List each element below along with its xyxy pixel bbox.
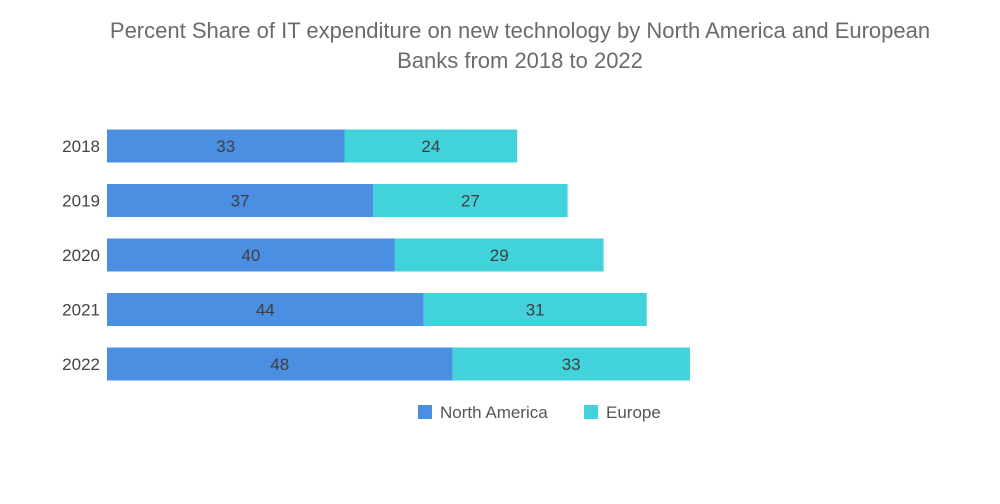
bar-value-label: 40 <box>241 246 260 265</box>
y-tick-label: 2019 <box>62 192 100 211</box>
y-tick-label: 2020 <box>62 246 100 265</box>
legend-swatch-europe <box>584 405 598 419</box>
bars <box>107 129 690 381</box>
bar-north-america <box>107 184 374 217</box>
chart-title: Percent Share of IT expenditure on new t… <box>110 18 930 73</box>
bar-europe <box>344 129 518 163</box>
chart-title-line-2: Banks from 2018 to 2022 <box>397 48 643 73</box>
bar-value-label: 29 <box>490 246 509 265</box>
bar-north-america <box>107 293 424 326</box>
bar-europe <box>452 347 690 381</box>
bar-value-label: 31 <box>526 301 545 320</box>
bar-north-america <box>107 129 345 163</box>
y-tick-label: 2021 <box>62 301 100 320</box>
bar-value-label: 27 <box>461 192 480 211</box>
chart-title-line-1: Percent Share of IT expenditure on new t… <box>110 18 930 43</box>
bar-north-america <box>107 347 453 381</box>
bar-value-label: 24 <box>421 137 440 156</box>
bar-value-label: 44 <box>256 301 275 320</box>
legend-label-europe: Europe <box>606 403 661 422</box>
legend-swatch-north-america <box>418 405 432 419</box>
y-tick-label: 2018 <box>62 137 100 156</box>
legend: North America Europe <box>418 403 661 422</box>
bar-value-label: 33 <box>216 137 235 156</box>
bar-value-label: 48 <box>270 355 289 374</box>
bar-north-america <box>107 238 395 272</box>
bar-data-labels: 33 24 37 27 40 29 44 31 48 33 <box>216 137 580 374</box>
y-axis-tick-labels: 2018 2019 2020 2021 2022 <box>62 137 100 374</box>
y-tick-label: 2022 <box>62 355 100 374</box>
bar-europe <box>373 184 568 217</box>
bar-europe <box>423 293 647 326</box>
bar-value-label: 33 <box>562 355 581 374</box>
bar-europe <box>394 238 604 272</box>
bar-value-label: 37 <box>231 192 250 211</box>
legend-label-north-america: North America <box>440 403 548 422</box>
